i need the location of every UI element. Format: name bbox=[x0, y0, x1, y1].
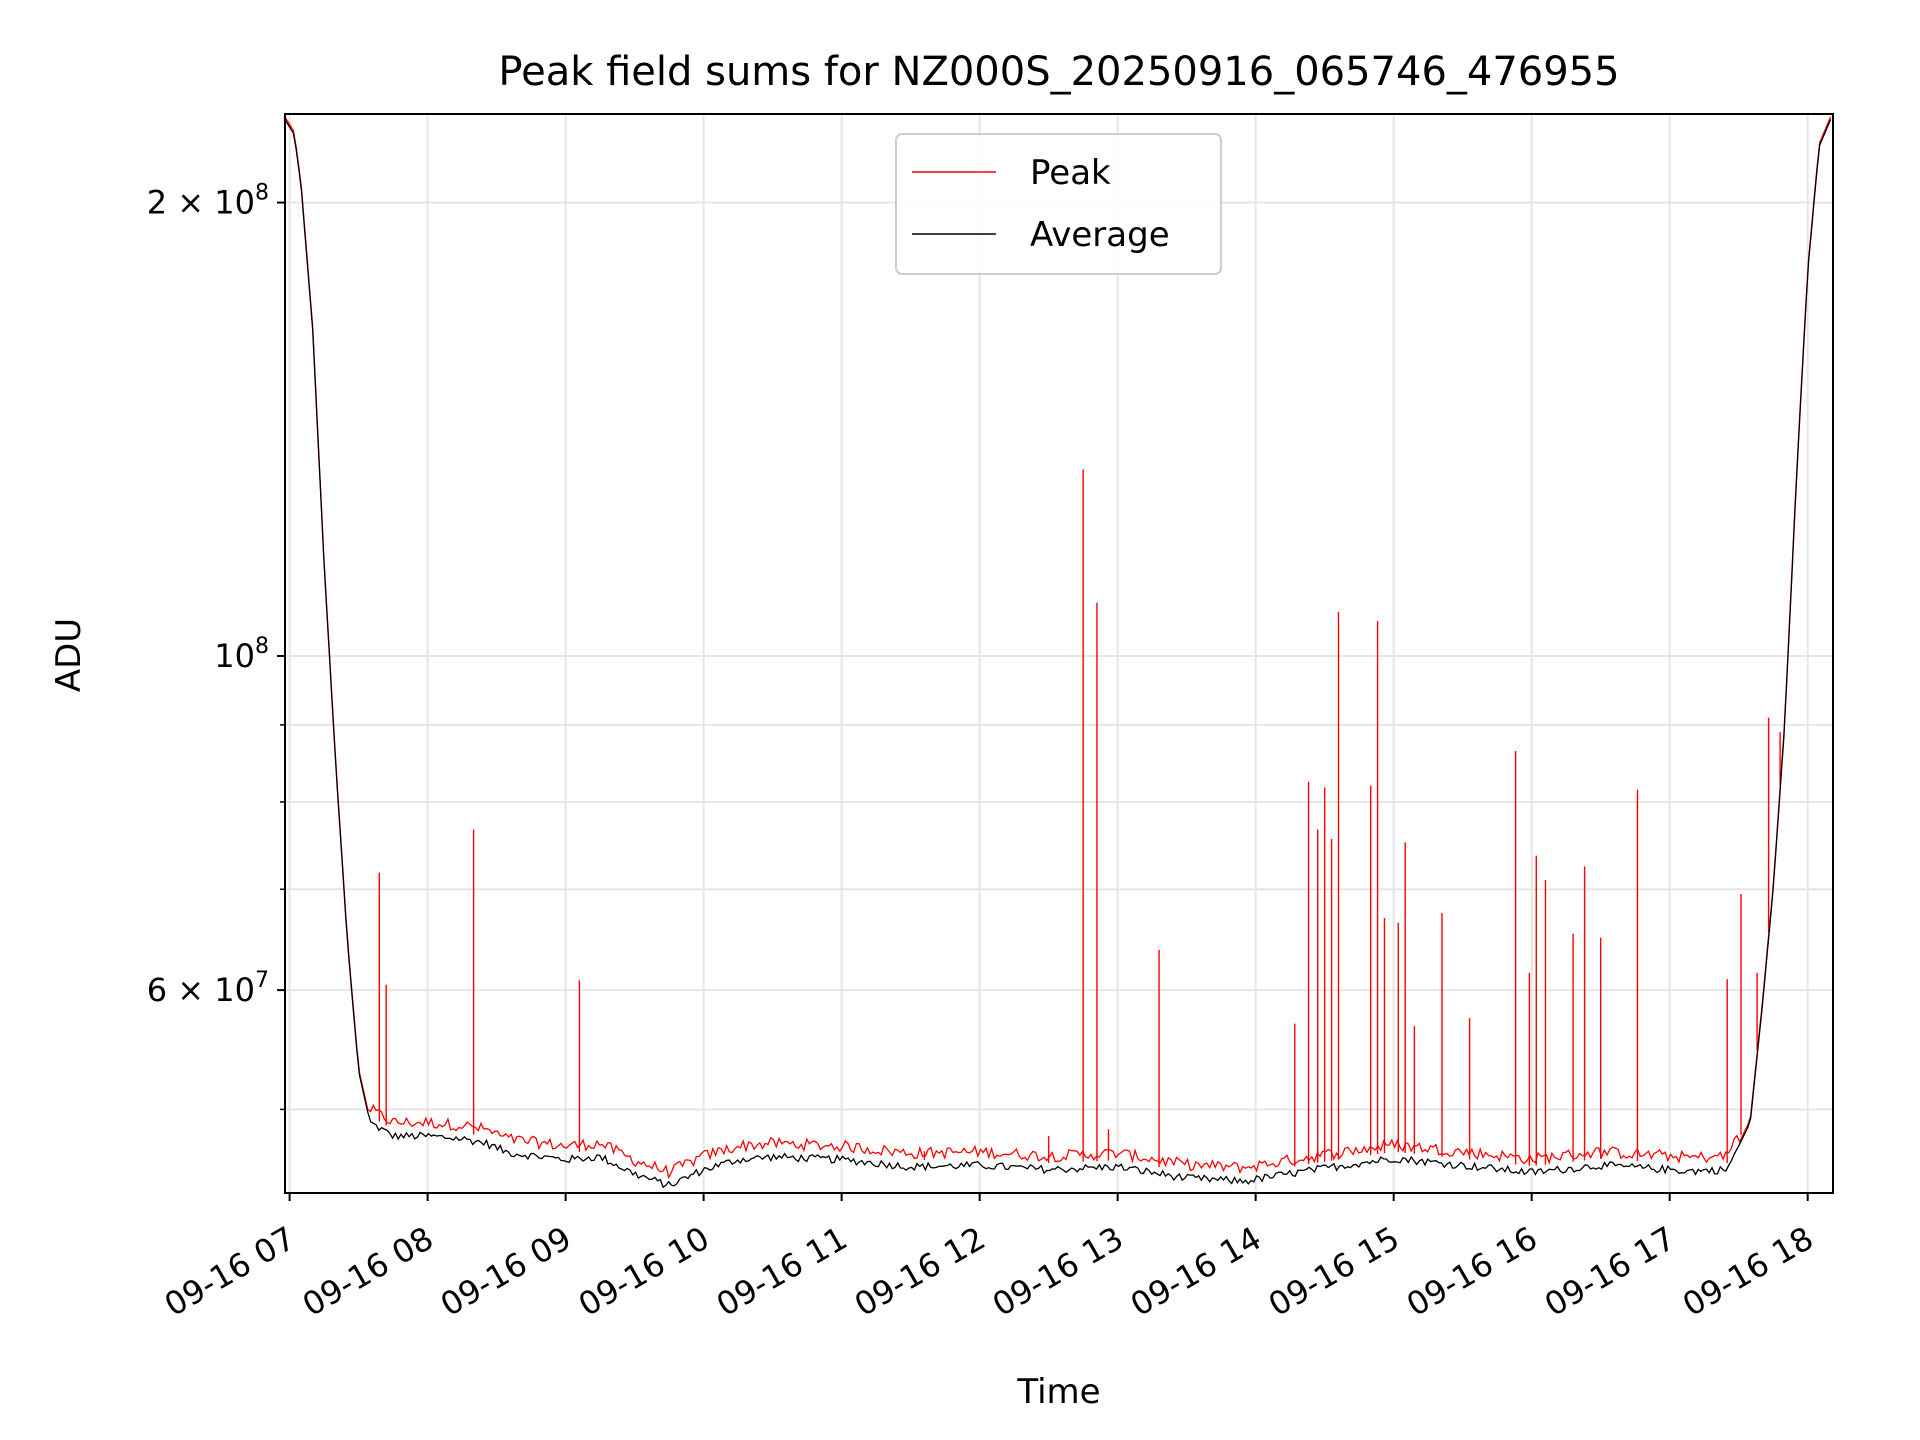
average-series-line bbox=[284, 119, 1832, 1189]
y-axis-label: ADU bbox=[49, 618, 89, 692]
chart-title: Peak field sums for NZ000S_20250916_0657… bbox=[498, 49, 1619, 95]
legend-label-average: Average bbox=[1030, 215, 1170, 255]
series-lines bbox=[284, 116, 1832, 1189]
y-axis-ticks: 2 × 108 108 6 × 107 bbox=[147, 181, 285, 1111]
x-axis-label: Time bbox=[1016, 1372, 1100, 1412]
legend: Peak Average bbox=[895, 133, 1222, 275]
legend-box bbox=[895, 133, 1222, 275]
grid-lines bbox=[285, 114, 1833, 1193]
y-tick-label: 108 bbox=[214, 634, 269, 675]
average-noise-band bbox=[284, 119, 1832, 1189]
legend-label-peak: Peak bbox=[1030, 153, 1111, 193]
plot-frame bbox=[284, 113, 1834, 1194]
y-tick-label: 6 × 107 bbox=[147, 968, 269, 1009]
y-tick-label: 2 × 108 bbox=[147, 181, 269, 222]
